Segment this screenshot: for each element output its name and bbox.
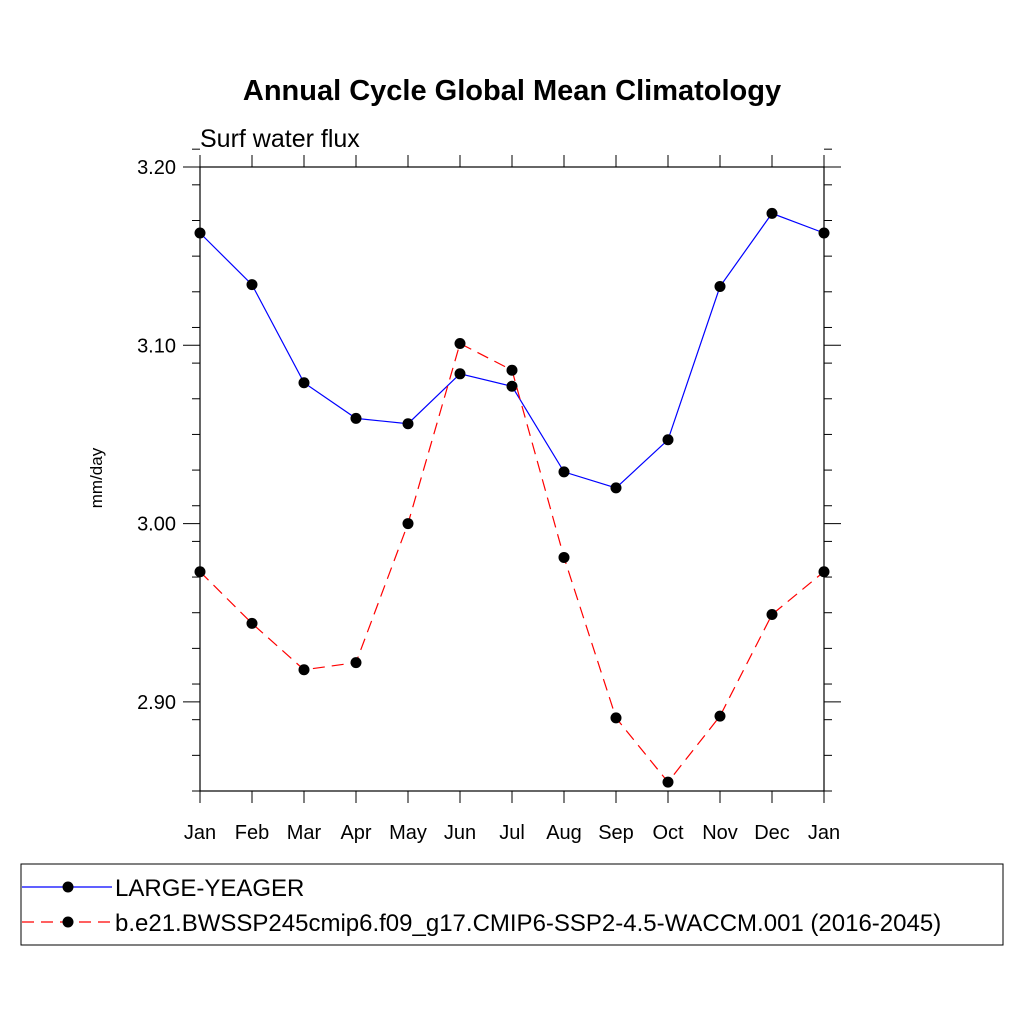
y-axis-label: mm/day bbox=[87, 447, 106, 508]
plot-frame bbox=[199, 166, 825, 792]
series-1-point bbox=[506, 364, 518, 376]
series-1-point bbox=[298, 664, 310, 676]
x-tick-label: Sep bbox=[598, 822, 634, 844]
series-1-point bbox=[454, 338, 466, 350]
series-line-1 bbox=[199, 342, 825, 784]
series-0-point bbox=[558, 466, 570, 478]
x-tick-label: May bbox=[389, 822, 427, 844]
series-1-point bbox=[662, 776, 674, 788]
chart-subtitle: Surf water flux bbox=[200, 125, 360, 153]
series-0-point bbox=[402, 418, 414, 430]
x-tick-label: Aug bbox=[546, 822, 582, 844]
legend-label-large-yeager: LARGE-YEAGER bbox=[115, 875, 304, 902]
series-0-point bbox=[350, 412, 362, 424]
ticks-layer: Jan Feb Mar Apr May Jun Jul Aug Sep Oct Nov Dec Jan 2… bbox=[137, 148, 841, 844]
x-tick-label: Mar bbox=[287, 822, 322, 844]
series-0-point bbox=[662, 434, 674, 446]
legend-marker-ssp245-waccm bbox=[62, 916, 74, 928]
legend-marker-large-yeager bbox=[62, 881, 74, 893]
series-1-point bbox=[350, 657, 362, 669]
legend: LARGE-YEAGER b.e21.BWSSP245cmip6.f09_g17… bbox=[20, 863, 1004, 946]
series-1-point bbox=[610, 712, 622, 724]
series-0-point bbox=[766, 207, 778, 219]
series-1-point bbox=[714, 710, 726, 722]
series-1-point bbox=[766, 608, 778, 620]
series-0-point bbox=[298, 377, 310, 389]
series-1-point bbox=[246, 617, 258, 629]
series-line-0 bbox=[199, 212, 825, 489]
series-0-point bbox=[454, 368, 466, 380]
series-0-point bbox=[506, 380, 518, 392]
legend-box bbox=[20, 863, 1004, 946]
x-tick-label: Jun bbox=[444, 822, 476, 844]
series-1-point bbox=[558, 551, 570, 563]
series-0-point bbox=[610, 482, 622, 494]
legend-label-ssp245-waccm: b.e21.BWSSP245cmip6.f09_g17.CMIP6-SSP2-4… bbox=[115, 910, 941, 937]
x-tick-label: Oct bbox=[652, 822, 684, 844]
x-tick-label: Dec bbox=[754, 822, 790, 844]
series-0-point bbox=[714, 280, 726, 292]
series-layer bbox=[194, 207, 830, 788]
x-tick-label: Nov bbox=[702, 822, 738, 844]
x-tick-label: Feb bbox=[235, 822, 269, 844]
series-0-point bbox=[246, 279, 258, 291]
y-tick-label: 3.00 bbox=[137, 514, 176, 536]
y-tick-label: 3.10 bbox=[137, 335, 176, 357]
series-1-point bbox=[402, 518, 414, 530]
x-tick-label: Apr bbox=[340, 822, 371, 844]
y-tick-label: 3.20 bbox=[137, 157, 176, 179]
chart-title: Annual Cycle Global Mean Climatology bbox=[243, 75, 781, 107]
x-tick-label: Jul bbox=[499, 822, 525, 844]
x-tick-label: Jan bbox=[184, 822, 216, 844]
y-tick-label: 2.90 bbox=[137, 692, 176, 714]
x-tick-label: Jan bbox=[808, 822, 840, 844]
